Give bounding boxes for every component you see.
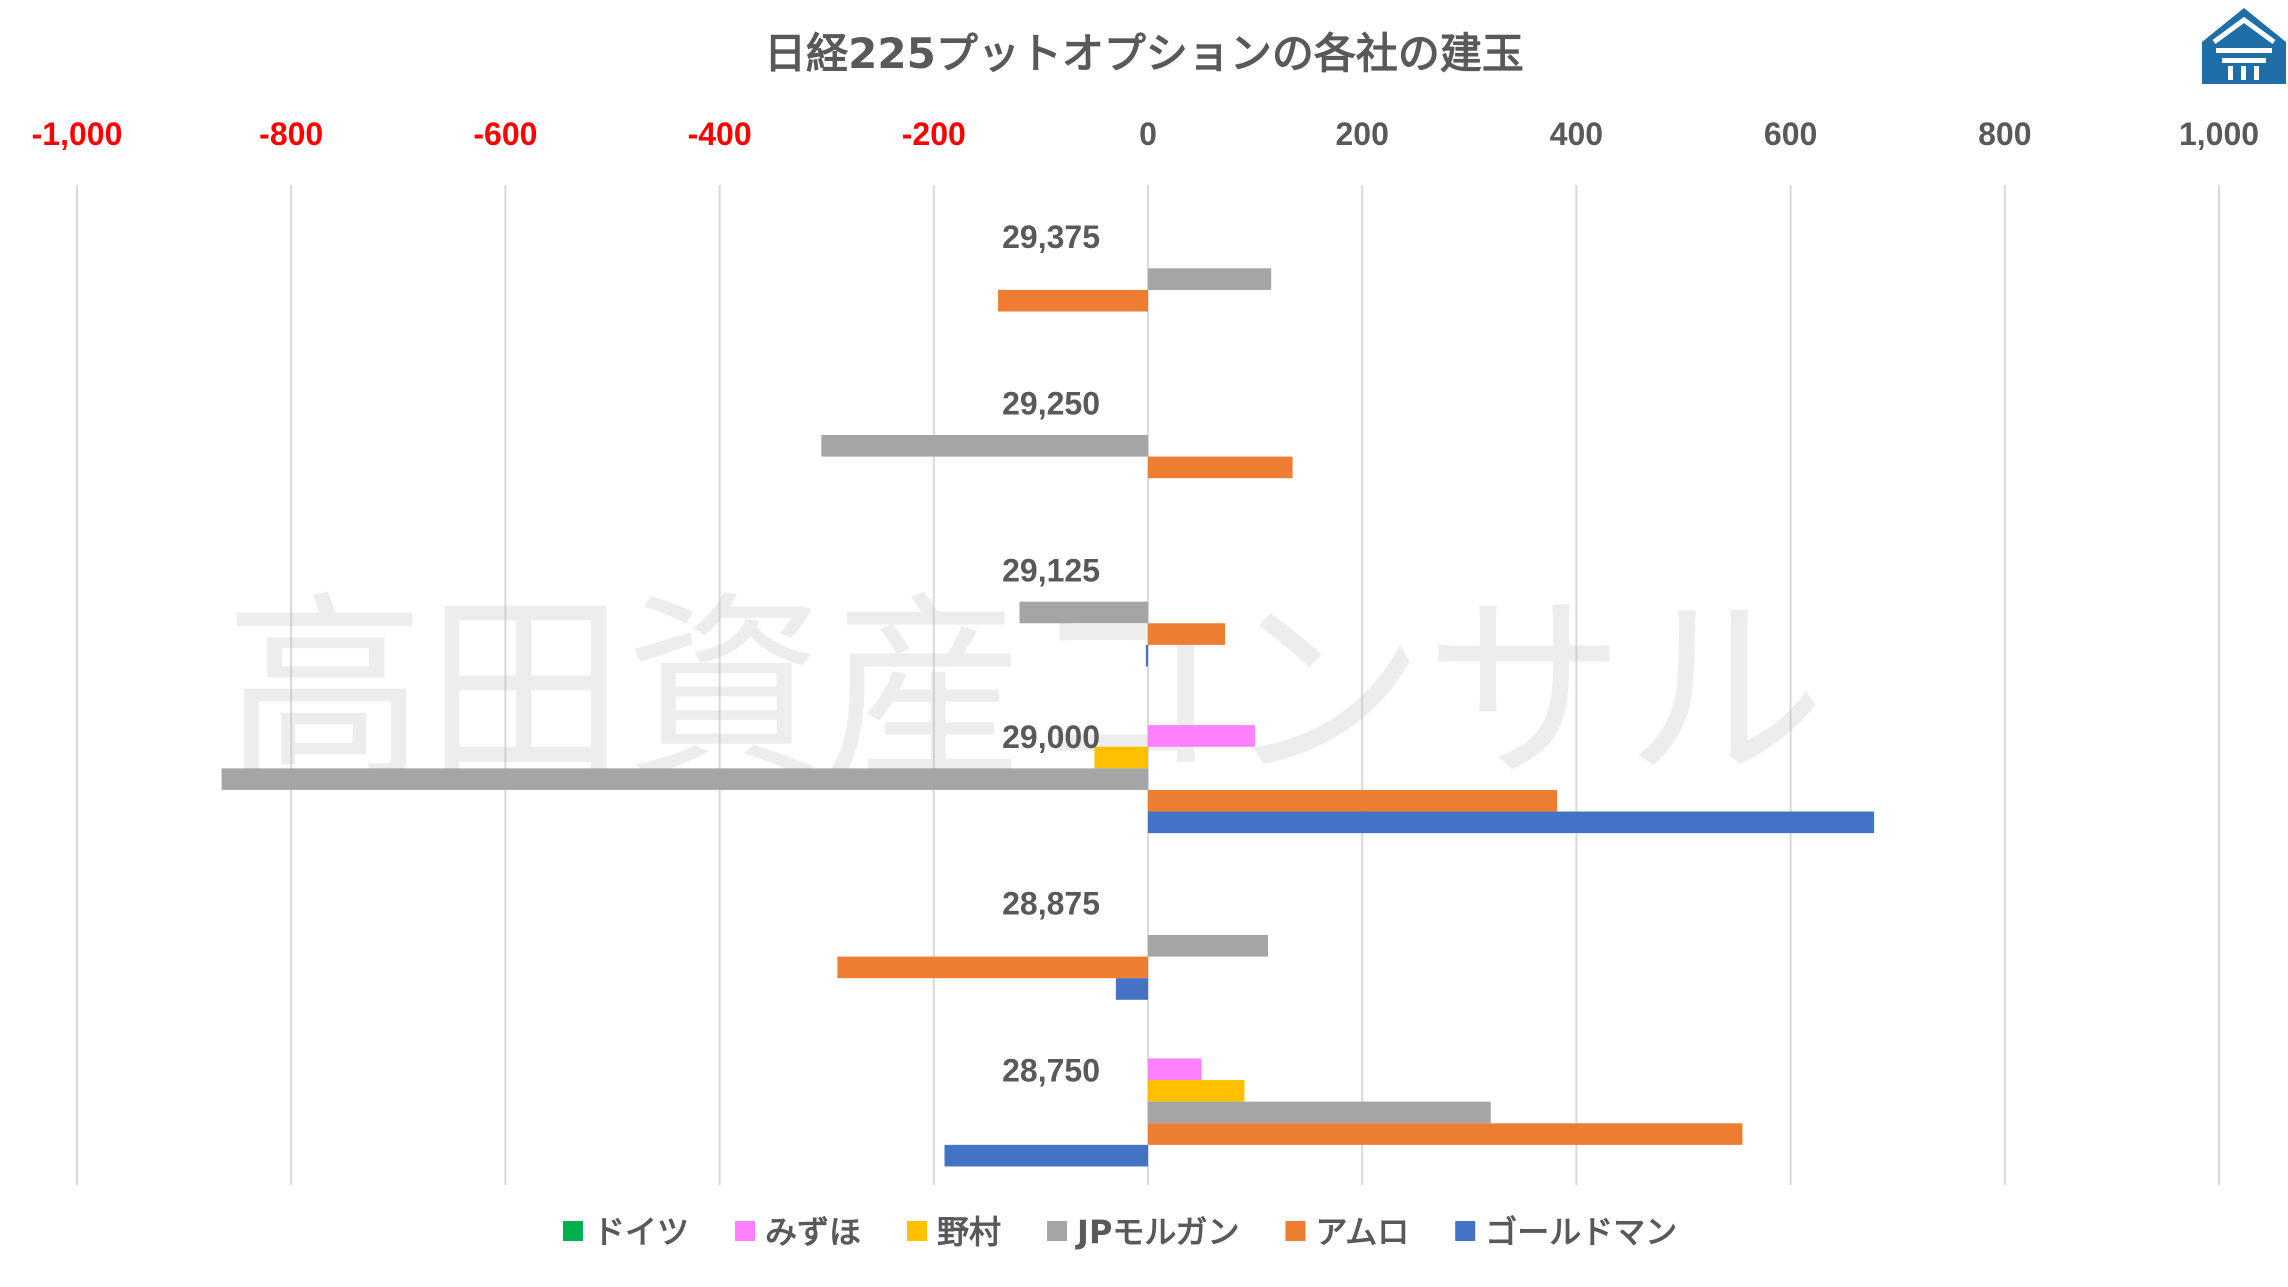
legend-swatch [1047, 1221, 1068, 1241]
bar [1148, 935, 1268, 957]
category-label: 29,250 [1002, 386, 1100, 422]
x-tick-label: -600 [473, 116, 537, 152]
category-label: 29,125 [1002, 552, 1100, 588]
category-label: 29,000 [1002, 719, 1100, 755]
bar [221, 768, 1148, 790]
category-label: 29,375 [1002, 219, 1100, 255]
legend-swatch [907, 1221, 928, 1241]
category-labels: 29,375 29,250 29,125 29,000 28,875 28,750 [1002, 219, 1100, 1088]
bar [1094, 746, 1148, 769]
house-logo-icon [2202, 8, 2286, 84]
legend-swatch [1455, 1221, 1476, 1241]
x-tick-label: 1,000 [2179, 116, 2259, 152]
legend-swatch [1285, 1221, 1306, 1241]
bar [944, 1144, 1148, 1167]
bar [1148, 268, 1272, 290]
bar [1148, 456, 1293, 479]
category-label: 28,750 [1002, 1052, 1100, 1088]
legend-label: みずほ [765, 1213, 861, 1251]
legend-label: ドイツ [593, 1213, 689, 1251]
bar [1148, 789, 1558, 812]
legend-swatch [735, 1221, 756, 1241]
legend-label: ゴールドマン [1485, 1213, 1677, 1251]
x-tick-label: -200 [902, 116, 966, 152]
category-label: 28,875 [1002, 886, 1100, 922]
chart-title: 日経225プットオプションの各社の建玉 [764, 29, 1524, 78]
bar [1148, 623, 1226, 645]
x-axis-ticks: -1,000 -800 -600 -400 -200 0 200 400 600 800 1,000 [32, 116, 2259, 152]
legend: ドイツ みずほ 野村 JPモルガン アムロ ゴールドマン [563, 1213, 1677, 1251]
x-tick-label: -800 [259, 116, 323, 152]
legend-label: JPモルガン [1075, 1213, 1239, 1251]
x-tick-label: 800 [1978, 116, 2031, 152]
legend-label: 野村 [937, 1213, 1001, 1251]
bar [1148, 811, 1875, 834]
x-tick-label: 600 [1764, 116, 1817, 152]
grid-lines [76, 185, 2220, 1185]
x-tick-label: -1,000 [32, 116, 123, 152]
bar [1148, 1058, 1202, 1081]
x-tick-label: 200 [1336, 116, 1389, 152]
bars [221, 268, 1875, 1167]
x-tick-label: 400 [1550, 116, 1603, 152]
bar [1115, 978, 1148, 1000]
bar [837, 956, 1148, 979]
x-tick-label: -400 [688, 116, 752, 152]
x-tick-label: 0 [1139, 116, 1157, 152]
bar [1148, 1101, 1491, 1124]
legend-label: アムロ [1315, 1213, 1409, 1251]
bar [1145, 644, 1148, 667]
bar [1019, 601, 1148, 624]
bar [821, 435, 1148, 457]
bar [998, 289, 1148, 312]
bar [1148, 1123, 1743, 1145]
legend-swatch [563, 1221, 583, 1241]
bar [1148, 725, 1256, 747]
bar [1148, 1080, 1245, 1102]
